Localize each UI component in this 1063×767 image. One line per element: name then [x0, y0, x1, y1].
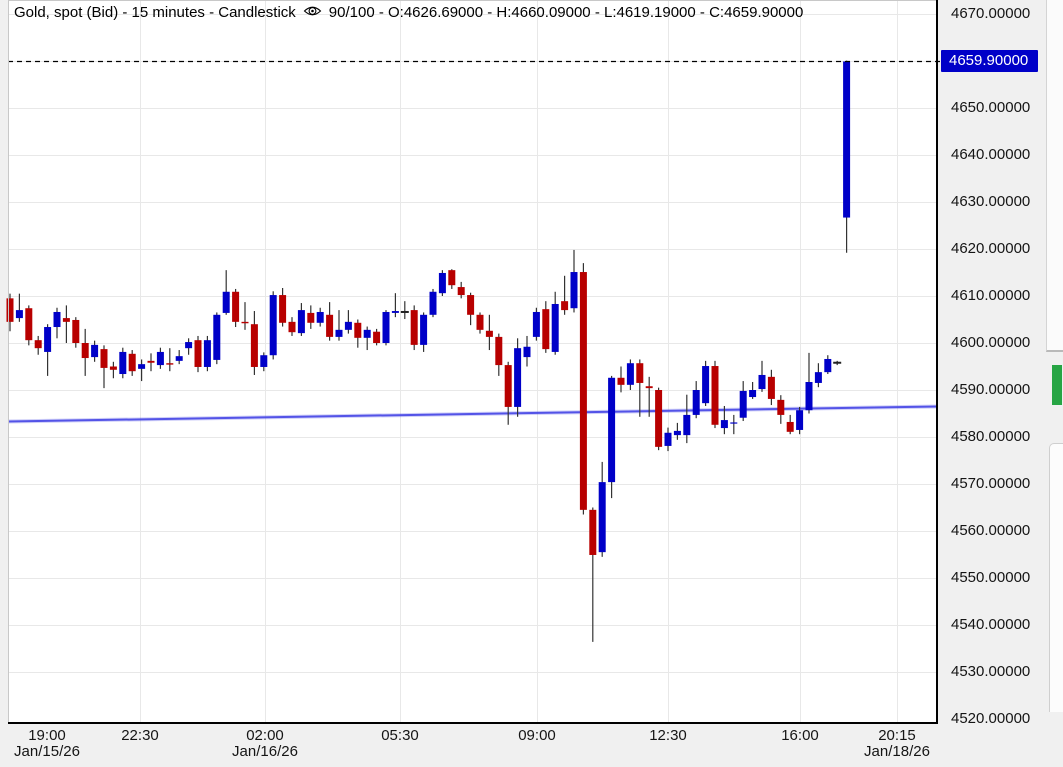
chart-title-bar: Gold, spot (Bid) - 15 minutes - Candlest… [14, 3, 803, 21]
price-axis-label: 4570.00000 [951, 475, 1031, 492]
chart-ohlc-readout: 90/100 - O:4626.69000 - H:4660.09000 - L… [328, 3, 804, 21]
time-axis-label: 12:30 [649, 727, 687, 744]
date-axis-label: Jan/16/26 [232, 743, 298, 760]
side-panel-green-indicator [1052, 365, 1062, 405]
price-axis-label: 4630.00000 [951, 193, 1031, 210]
price-axis[interactable]: 4659.90000 4670.00000 4650.00000 4640.0000… [938, 0, 1048, 727]
candlestick-plot-area[interactable] [8, 0, 937, 723]
price-axis-label: 4560.00000 [951, 522, 1031, 539]
price-axis-label: 4600.00000 [951, 334, 1031, 351]
time-axis-label: 09:00 [518, 727, 556, 744]
visibility-eye-icon[interactable] [303, 4, 322, 22]
time-axis-label: 02:00 [246, 727, 284, 744]
price-axis-label: 4590.00000 [951, 381, 1031, 398]
side-panel-edge-top[interactable] [1046, 0, 1063, 352]
price-axis-label: 4550.00000 [951, 569, 1031, 586]
time-axis-label: 16:00 [781, 727, 819, 744]
price-axis-label: 4670.00000 [951, 5, 1031, 22]
price-axis-label: 4530.00000 [951, 663, 1031, 680]
date-axis-label: Jan/18/26 [864, 743, 930, 760]
side-panel-edge-bottom[interactable] [1049, 443, 1063, 712]
price-axis-label: 4580.00000 [951, 428, 1031, 445]
price-axis-label: 4650.00000 [951, 99, 1031, 116]
chart-title: Gold, spot (Bid) - 15 minutes - Candlest… [14, 3, 296, 21]
time-axis-label: 19:00 [28, 727, 66, 744]
price-axis-label: 4620.00000 [951, 240, 1031, 257]
time-axis[interactable]: 19:00 Jan/15/26 22:30 02:00 Jan/16/26 05:30 09… [0, 723, 938, 767]
time-axis-label: 22:30 [121, 727, 159, 744]
time-axis-label: 05:30 [381, 727, 419, 744]
price-axis-label: 4540.00000 [951, 616, 1031, 633]
price-axis-label: 4520.00000 [951, 710, 1031, 727]
time-axis-label: 20:15 [878, 727, 916, 744]
date-axis-label: Jan/15/26 [14, 743, 80, 760]
current-price-tag: 4659.90000 [941, 49, 1038, 72]
price-axis-label: 4610.00000 [951, 287, 1031, 304]
price-axis-label: 4640.00000 [951, 146, 1031, 163]
